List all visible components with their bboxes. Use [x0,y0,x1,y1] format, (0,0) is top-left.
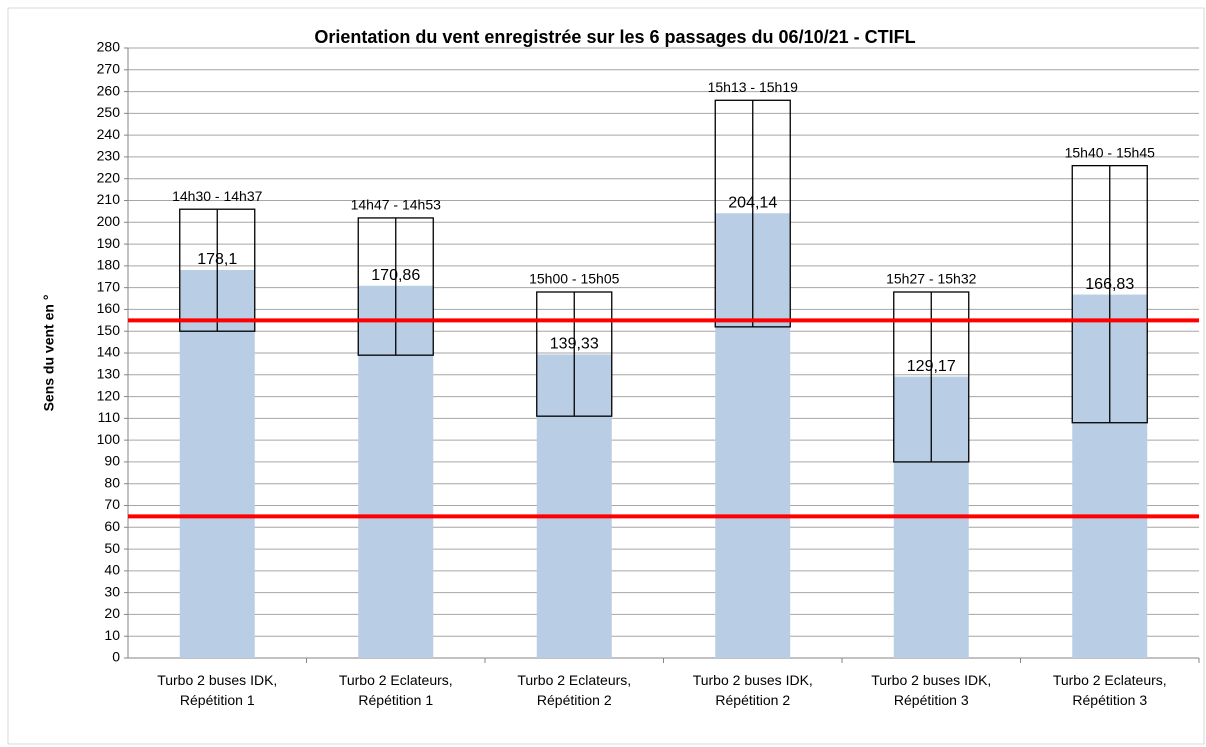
y-tick-label: 30 [104,583,120,599]
y-tick-label: 170 [97,278,121,294]
bar [179,269,255,658]
y-tick-label: 120 [97,387,121,403]
y-tick-label: 150 [97,322,121,338]
value-label: 129,17 [907,358,956,375]
value-label: 204,14 [728,194,777,211]
y-tick-label: 240 [97,126,121,142]
y-tick-label: 50 [104,540,120,556]
value-label: 166,83 [1085,276,1134,293]
y-tick-label: 110 [98,409,121,425]
range-label: 14h30 - 14h37 [172,188,263,204]
value-label: 139,33 [550,336,599,353]
y-tick-label: 230 [97,148,121,164]
x-tick-label: Turbo 2 buses IDK, Répétition 2 [692,672,813,708]
x-tick-label: Turbo 2 buses IDK, Répétition 3 [871,672,992,708]
y-tick-label: 180 [97,257,121,273]
y-tick-label: 270 [97,60,121,76]
range-label: 15h27 - 15h32 [886,271,977,287]
x-tick-label: Turbo 2 Eclateurs, Répétition 3 [1052,672,1167,708]
x-tick-label: Turbo 2 Eclateurs, Répétition 2 [517,672,632,708]
y-tick-label: 70 [104,496,120,512]
y-tick-label: 60 [104,518,120,534]
y-tick-label: 200 [97,213,121,229]
y-tick-label: 10 [104,627,120,643]
y-tick-label: 160 [97,300,121,316]
y-axis-label: Sens du vent en ° [41,295,57,412]
x-tick-label: Turbo 2 Eclateurs, Répétition 1 [338,672,453,708]
y-tick-label: 100 [97,431,121,447]
y-tick-label: 140 [97,344,121,360]
value-label: 170,86 [371,267,420,284]
y-tick-label: 80 [104,474,120,490]
x-tick-label: Turbo 2 buses IDK, Répétition 1 [157,672,278,708]
y-tick-label: 0 [112,649,120,665]
range-label: 15h13 - 15h19 [708,79,799,95]
y-tick-label: 20 [104,605,120,621]
chart-title: Orientation du vent enregistrée sur les … [314,27,915,47]
range-label: 15h00 - 15h05 [529,271,620,287]
y-tick-label: 280 [97,39,121,55]
value-label: 178,1 [197,251,237,268]
y-tick-label: 190 [97,235,121,251]
y-tick-label: 250 [97,104,121,120]
y-tick-label: 210 [97,191,121,207]
y-tick-label: 40 [104,562,120,578]
range-label: 15h40 - 15h45 [1065,144,1156,160]
y-tick-label: 90 [104,453,120,469]
y-tick-label: 130 [97,365,121,381]
y-tick-label: 220 [97,169,121,185]
chart-frame [7,7,1205,745]
y-tick-label: 260 [97,82,121,98]
range-label: 14h47 - 14h53 [351,197,442,213]
